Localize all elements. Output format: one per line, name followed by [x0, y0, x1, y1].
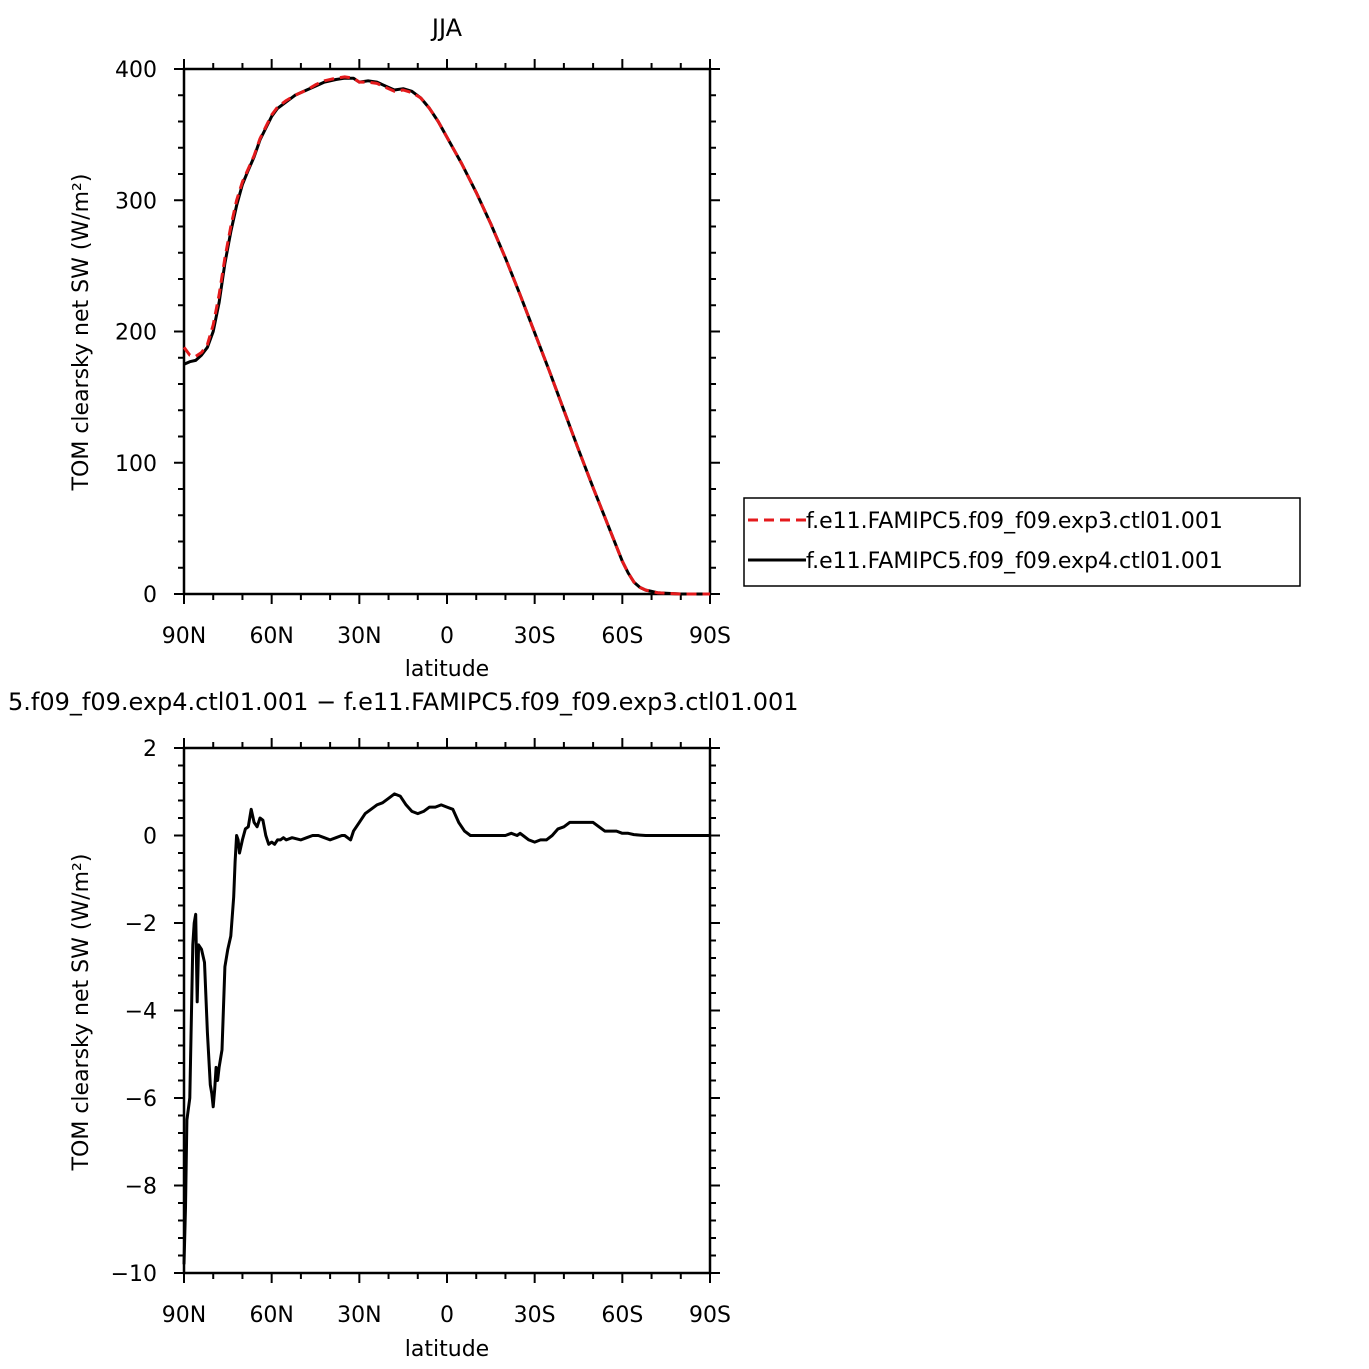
top-y-tick-label: 100	[115, 452, 157, 477]
bottom-series-line-1	[182, 792, 710, 1265]
bottom-plot-area: 90N 60N 30N 0 30S 60S 90S −10 −8 −6 −4 −2 0 2	[111, 737, 731, 1328]
bottom-x-tick-label: 60S	[601, 1303, 643, 1328]
bottom-plot-title: 5.f09_f09.exp4.ctl01.001 − f.e11.FAMIPC5…	[8, 688, 799, 716]
top-y-axis-title: TOM clearsky net SW (W/m²)	[69, 174, 94, 492]
bottom-y-tick-label: −10	[111, 1262, 157, 1287]
top-x-tick-label: 90S	[689, 624, 731, 649]
top-plot-frame	[182, 67, 712, 596]
bottom-y-tick-label: −4	[125, 1000, 157, 1025]
top-x-tick-label: 30N	[337, 624, 381, 649]
top-x-tick-label: 0	[440, 624, 454, 649]
legend-label-exp4: f.e11.FAMIPC5.f09_f09.exp4.ctl01.001	[806, 549, 1223, 574]
top-x-axis-title: latitude	[405, 657, 489, 682]
top-series-line-2	[183, 76, 710, 596]
top-y-tick-label: 200	[115, 321, 157, 346]
bottom-y-axis-title: TOM clearsky net SW (W/m²)	[69, 854, 94, 1172]
legend-box	[743, 497, 1301, 587]
bottom-x-tick-label: 60N	[249, 1303, 293, 1328]
top-x-tick-label: 30S	[514, 624, 556, 649]
bottom-y-tick-label: 2	[143, 737, 157, 762]
bottom-y-tick-label: −6	[125, 1087, 157, 1112]
bottom-panel: 5.f09_f09.exp4.ctl01.001 − f.e11.FAMIPC5…	[8, 688, 799, 1362]
bottom-x-tick-label: 90N	[162, 1303, 206, 1328]
bottom-x-tick-label: 90S	[689, 1303, 731, 1328]
bottom-x-tick-label: 30N	[337, 1303, 381, 1328]
top-y-tick-label: 0	[143, 583, 157, 608]
legend-label-exp3: f.e11.FAMIPC5.f09_f09.exp3.ctl01.001	[806, 509, 1223, 534]
bottom-x-tick-label: 30S	[514, 1303, 556, 1328]
top-y-tick-label: 300	[115, 189, 157, 214]
bottom-y-tick-label: 0	[143, 825, 157, 850]
legend: f.e11.FAMIPC5.f09_f09.exp3.ctl01.001 f.e…	[743, 497, 1301, 587]
top-series-line-1	[182, 75, 710, 596]
top-panel: JJA 90N 60N 30N 0 30S 60S 90S 0 100 200 300 400 lat…	[69, 14, 1301, 682]
top-plot-area: 90N 60N 30N 0 30S 60S 90S 0 100 200 300 400	[115, 58, 731, 649]
bottom-y-tick-label: −8	[125, 1175, 157, 1200]
bottom-x-tick-label: 0	[440, 1303, 454, 1328]
bottom-x-axis-title: latitude	[405, 1337, 489, 1362]
top-x-tick-label: 60S	[601, 624, 643, 649]
top-plot-title: JJA	[430, 14, 463, 42]
top-x-tick-label: 90N	[162, 624, 206, 649]
top-y-tick-label: 400	[115, 58, 157, 83]
bottom-y-tick-label: −2	[125, 912, 157, 937]
top-x-tick-label: 60N	[249, 624, 293, 649]
